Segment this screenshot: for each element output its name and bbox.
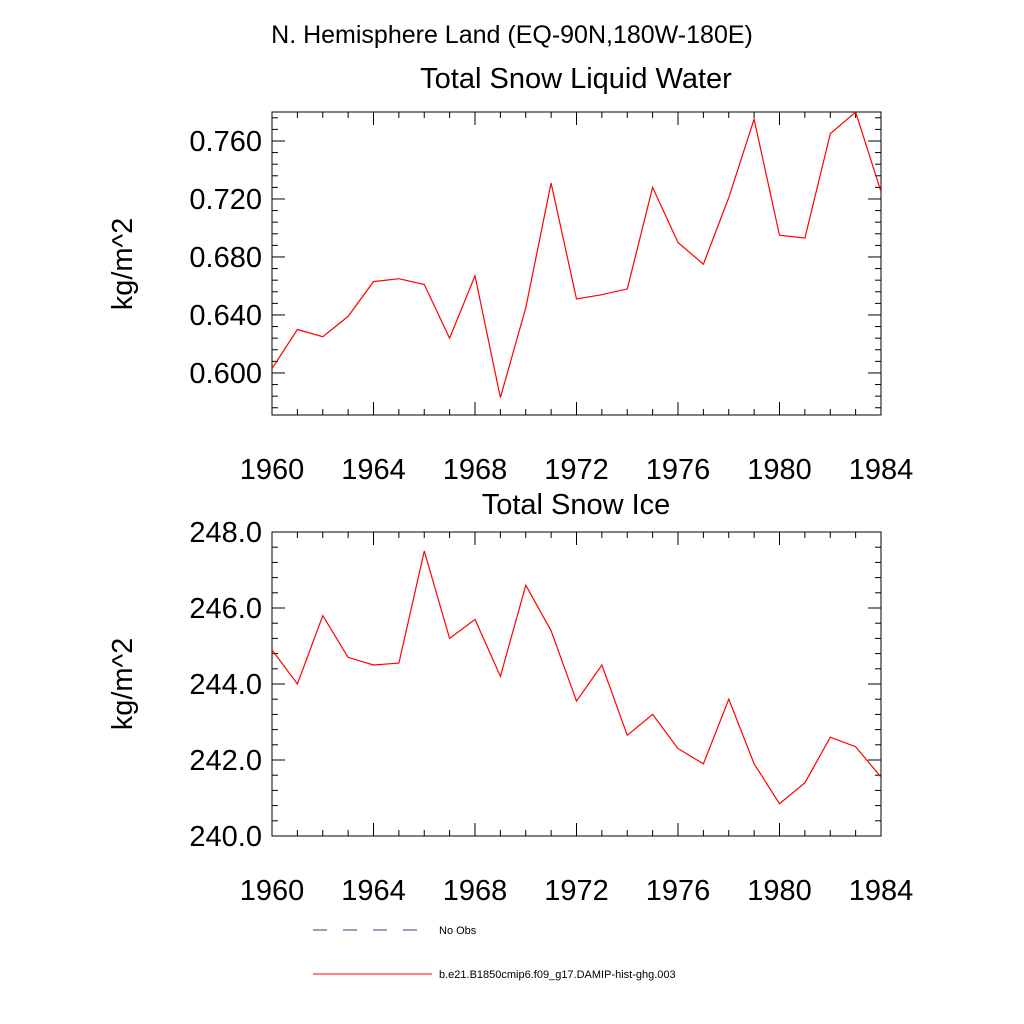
x-tick-label: 1968	[443, 454, 508, 486]
x-tick-label: 1984	[849, 875, 914, 907]
x-tick-label: 1972	[544, 454, 609, 486]
y-tick-label: 240.0	[189, 821, 262, 853]
figure-title: N. Hemisphere Land (EQ-90N,180W-180E)	[271, 21, 753, 49]
y-tick-label: 0.640	[189, 300, 262, 332]
chart-title: Total Snow Ice	[482, 489, 671, 521]
plot-frame	[271, 111, 882, 416]
x-tick-label: 1964	[341, 454, 406, 486]
legend-label-no-obs: No Obs	[439, 925, 477, 937]
y-tick-label: 246.0	[189, 593, 262, 625]
x-tick-label: 1972	[544, 875, 609, 907]
y-tick-label: 0.600	[189, 358, 262, 390]
y-tick-label: 0.760	[189, 126, 262, 158]
x-tick-label: 1976	[646, 875, 711, 907]
y-tick-label: 242.0	[189, 745, 262, 777]
y-axis-label: kg/m^2	[107, 218, 139, 311]
x-tick-label: 1984	[849, 454, 914, 486]
panel-snow-ice: Total Snow Ice kg/m^2 1960 1964 1968 1972 19…	[107, 489, 913, 907]
plot-frame	[271, 531, 882, 837]
legend-label-model: b.e21.B1850cmip6.f09_g17.DAMIP-hist-ghg.…	[439, 969, 676, 981]
x-tick-label: 1960	[240, 875, 305, 907]
y-tick-label: 0.680	[189, 242, 262, 274]
x-tick-label: 1964	[341, 875, 406, 907]
legend: No Obs b.e21.B1850cmip6.f09_g17.DAMIP-hi…	[313, 925, 676, 981]
y-tick-label: 248.0	[189, 517, 262, 549]
panel-snow-liquid-water: Total Snow Liquid Water kg/m^2 1960 1964 1…	[107, 63, 913, 486]
x-tick-label: 1968	[443, 875, 508, 907]
x-tick-label: 1980	[747, 875, 812, 907]
y-axis-label: kg/m^2	[107, 638, 139, 731]
series-line	[272, 550, 881, 805]
x-tick-label: 1976	[646, 454, 711, 486]
y-tick-label: 0.720	[189, 184, 262, 216]
x-tick-label: 1960	[240, 454, 305, 486]
chart-title: Total Snow Liquid Water	[420, 63, 732, 95]
y-tick-label: 244.0	[189, 669, 262, 701]
series-line	[272, 112, 881, 398]
x-tick-label: 1980	[747, 454, 812, 486]
